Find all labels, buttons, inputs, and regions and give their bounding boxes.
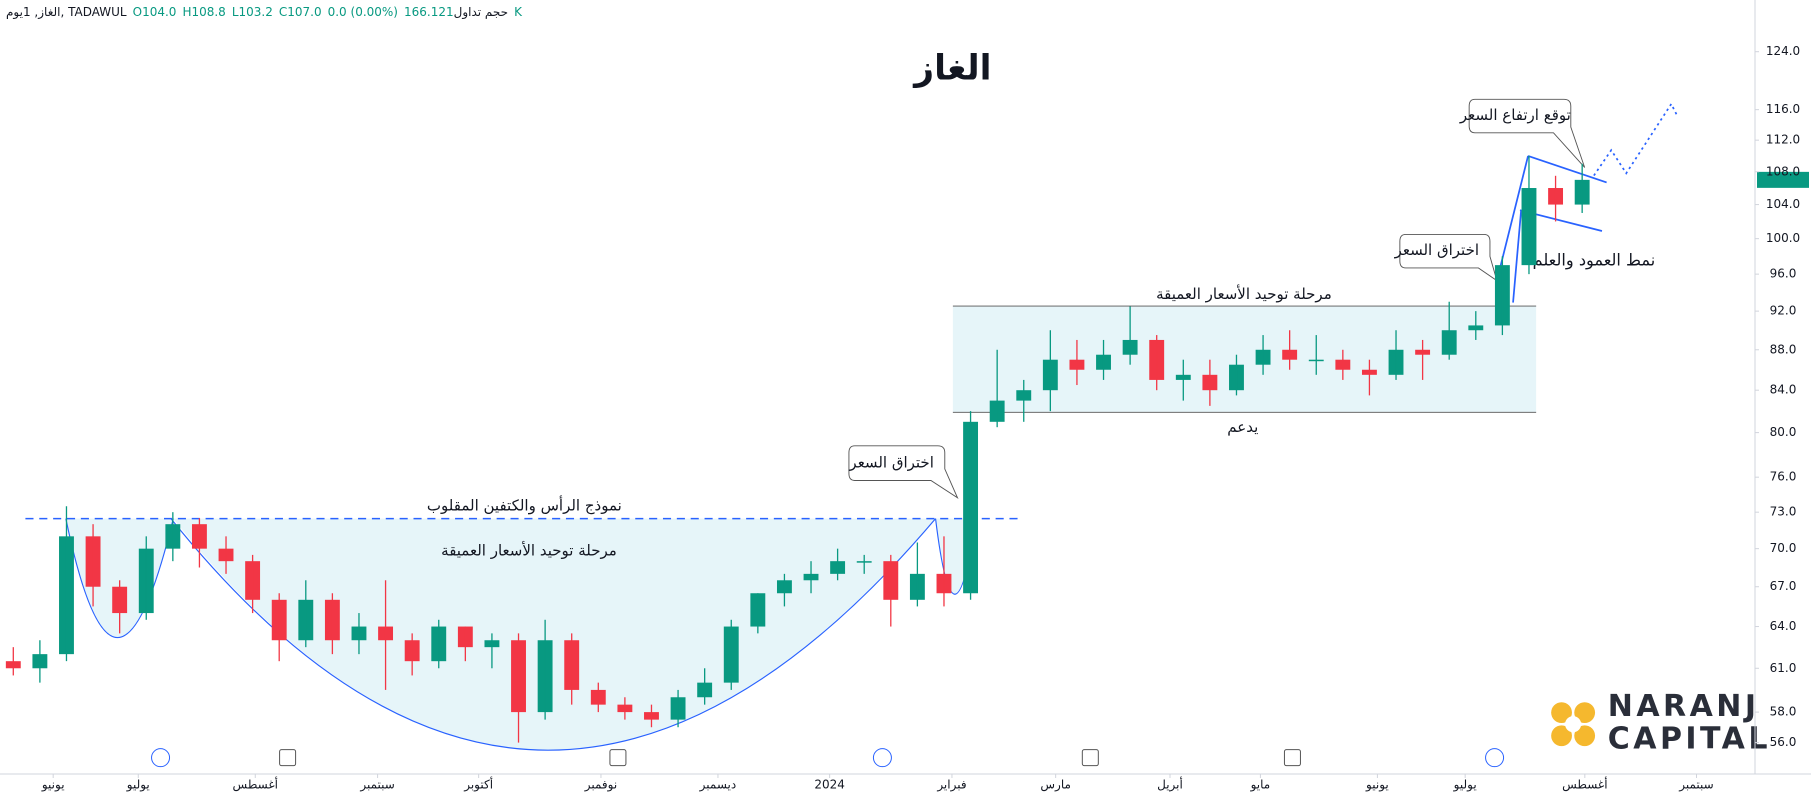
y-tick-label: 61.0	[1770, 661, 1797, 675]
x-tick-label: سبتمبر	[359, 778, 394, 793]
event-marker	[279, 749, 297, 767]
event-marker	[1283, 749, 1301, 767]
x-tick-label: يوليو	[126, 778, 150, 793]
y-tick-label: 108.0	[1766, 164, 1800, 178]
x-tick-label: أغسطس	[233, 777, 278, 793]
volume: 166.121K	[404, 5, 522, 19]
event-marker	[609, 749, 627, 767]
close: C107.0	[278, 5, 322, 19]
low: L103.2	[231, 5, 273, 19]
x-tick-label: مايو	[1250, 778, 1271, 793]
y-tick-label: 104.0	[1766, 197, 1800, 211]
logo: NARANJ CAPITAL	[1551, 689, 1771, 756]
x-tick-label: نوفمبر	[584, 778, 617, 793]
logo-icon	[1551, 725, 1572, 747]
annotation: اختراق السعر	[848, 454, 933, 472]
callout	[1468, 98, 1586, 168]
pole-line	[1512, 210, 1522, 303]
y-tick-label: 80.0	[1770, 425, 1797, 439]
projection-path	[1593, 102, 1678, 177]
event-marker	[1081, 749, 1099, 767]
event-marker	[151, 748, 171, 768]
annotation: اختراق السعر	[1394, 241, 1479, 259]
x-tick-label: ديسمبر	[699, 778, 737, 793]
y-tick-label: 116.0	[1766, 102, 1800, 116]
y-tick-label: 96.0	[1770, 267, 1797, 281]
logo-icon	[1565, 716, 1582, 733]
x-tick-label: 2024	[814, 778, 845, 792]
annotation: يدعم	[1227, 418, 1258, 436]
annotation: نموذج الرأس والكتفين المقلوب	[427, 495, 622, 515]
annotation: مرحلة توحيد الأسعار العميقة	[441, 540, 617, 559]
flag-line	[1527, 155, 1607, 184]
y-tick-label: 73.0	[1770, 505, 1797, 519]
chart-title: الغاز	[912, 48, 991, 88]
y-tick-label: 64.0	[1770, 619, 1797, 633]
x-tick-label: يونيو	[1365, 778, 1389, 793]
y-tick-label: 58.0	[1770, 705, 1797, 719]
x-tick-label: أبريل	[1157, 777, 1183, 793]
y-tick-label: 84.0	[1770, 383, 1797, 397]
y-tick-label: 124.0	[1766, 44, 1800, 58]
cup-area	[65, 518, 976, 751]
high: H108.8	[182, 5, 226, 19]
left-shoulder	[65, 518, 174, 639]
symbol-header: الغاز, 1يوم, TADAWUL O104.0 H108.8 L103.2 C1…	[6, 5, 528, 19]
event-marker	[1485, 748, 1505, 768]
logo-icon	[1574, 725, 1596, 747]
logo-text: CAPITAL	[1608, 721, 1771, 756]
y-tick-label: 56.0	[1770, 735, 1797, 749]
open: O104.0	[132, 5, 177, 19]
y-tick-label: 70.0	[1770, 541, 1797, 555]
logo-icon	[1551, 702, 1572, 724]
annotation: مرحلة توحيد الأسعار العميقة	[1156, 284, 1332, 303]
y-tick-label: 92.0	[1770, 304, 1797, 318]
volume-label: حجم تداول	[453, 5, 509, 19]
x-tick-label: سبتمبر	[1678, 778, 1713, 793]
x-tick-label: يوليو	[1453, 778, 1477, 793]
y-tick-label: 88.0	[1770, 342, 1797, 356]
y-tick-label: 67.0	[1770, 579, 1797, 593]
x-tick-label: أغسطس	[1562, 777, 1607, 793]
x-tick-label: يونيو	[41, 778, 65, 793]
annotation: توقع ارتفاع السعر	[1459, 106, 1571, 124]
callout	[848, 445, 959, 500]
x-tick-label: مارس	[1040, 778, 1071, 793]
symbol: الغاز, 1يوم, TADAWUL	[6, 5, 127, 19]
event-marker	[872, 748, 892, 768]
callout	[1399, 234, 1498, 282]
annotation: نمط العمود والعلم	[1533, 251, 1656, 271]
y-tick-label: 76.0	[1770, 470, 1797, 484]
logo-text: NARANJ	[1608, 689, 1760, 724]
x-tick-label: أكتوبر	[463, 777, 493, 793]
last-price-box	[1757, 171, 1809, 188]
y-tick-label: 100.0	[1766, 231, 1800, 245]
y-tick-label: 112.0	[1766, 133, 1800, 147]
x-tick-label: فبراير	[936, 778, 966, 793]
change: 0.0 (0.00%)	[327, 5, 398, 19]
annotation-layer: نموذج الرأس والكتفين المقلوب مرحلة توحيد…	[25, 48, 1771, 756]
logo-icon	[1574, 702, 1596, 724]
